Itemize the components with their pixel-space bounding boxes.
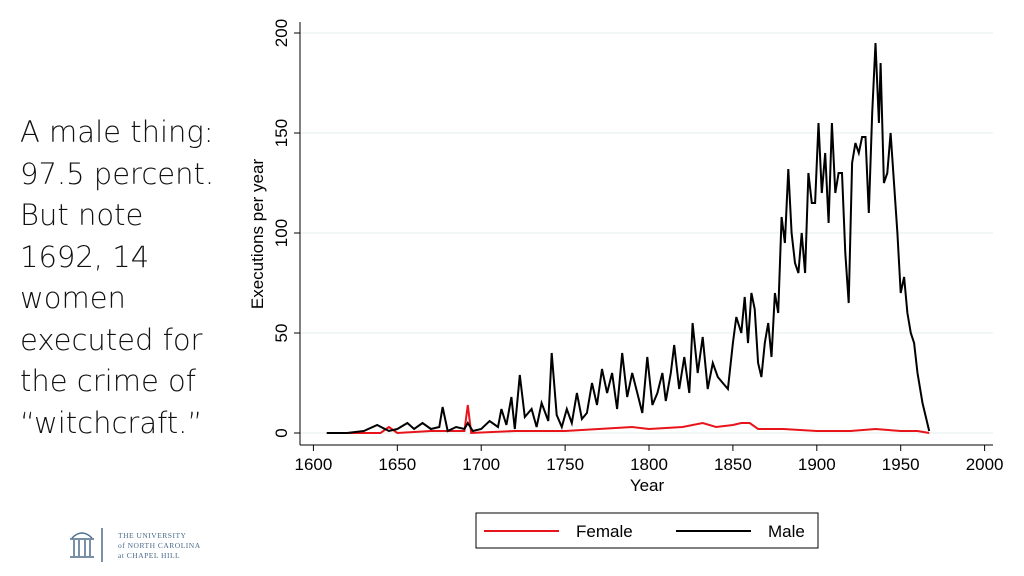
slide-note: A male thing: 97.5 percent. But note 1692, … [20,112,250,444]
x-tick-label: 1850 [714,455,752,474]
y-axis-label: Executions per year [248,159,267,310]
x-tick-label: 1700 [462,455,500,474]
logo-line: of NORTH CAROLINA [118,541,201,550]
x-tick-label: 1800 [630,455,668,474]
x-tick-label: 1650 [378,455,416,474]
logo-text: THE UNIVERSITY of NORTH CAROLINA at CHAPEL… [118,531,201,561]
x-tick-label: 1950 [882,455,920,474]
line-series [326,42,931,434]
note-line: A male thing: [20,115,214,149]
y-tick-label: 200 [272,19,291,47]
x-tick-label: 2000 [966,455,1004,474]
x-tick-label: 1900 [798,455,836,474]
y-tick-label: 50 [272,324,291,343]
note-line: 1692, 14 [20,239,150,274]
note-line: 97.5 percent. [20,156,215,191]
logo-line: THE UNIVERSITY [118,531,187,540]
note-line: “witchcraft.” [20,405,203,440]
y-tick-label: 0 [272,428,291,437]
logo-line: at CHAPEL HILL [118,551,181,560]
x-tick-label: 1750 [546,455,584,474]
note-line: executed for [20,322,203,357]
line-series [326,404,930,435]
note-line: women [20,281,126,315]
note-line: But note [20,198,144,232]
y-tick-label: 100 [272,219,291,247]
x-tick-label: 1600 [295,455,333,474]
y-tick-label: 150 [272,119,291,147]
note-line: the crime of [20,364,196,398]
legend-label: Female [576,522,633,541]
logo-icon [70,528,103,562]
x-axis-label: Year [630,476,665,495]
legend-label: Male [768,522,805,541]
